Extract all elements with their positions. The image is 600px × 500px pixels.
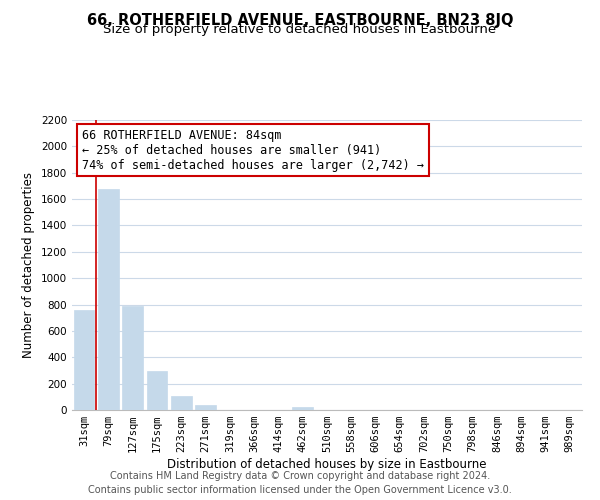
Bar xyxy=(171,396,191,410)
Text: Size of property relative to detached houses in Eastbourne: Size of property relative to detached ho… xyxy=(103,22,497,36)
Text: 66 ROTHERFIELD AVENUE: 84sqm
← 25% of detached houses are smaller (941)
74% of s: 66 ROTHERFIELD AVENUE: 84sqm ← 25% of de… xyxy=(82,128,424,172)
Bar xyxy=(122,306,143,410)
X-axis label: Distribution of detached houses by size in Eastbourne: Distribution of detached houses by size … xyxy=(167,458,487,471)
Bar xyxy=(98,188,119,410)
Text: 66, ROTHERFIELD AVENUE, EASTBOURNE, BN23 8JQ: 66, ROTHERFIELD AVENUE, EASTBOURNE, BN23… xyxy=(87,12,513,28)
Y-axis label: Number of detached properties: Number of detached properties xyxy=(22,172,35,358)
Bar xyxy=(292,408,313,410)
Bar xyxy=(146,371,167,410)
Bar xyxy=(74,310,94,410)
Bar xyxy=(195,406,216,410)
Text: Contains HM Land Registry data © Crown copyright and database right 2024.
Contai: Contains HM Land Registry data © Crown c… xyxy=(88,471,512,495)
